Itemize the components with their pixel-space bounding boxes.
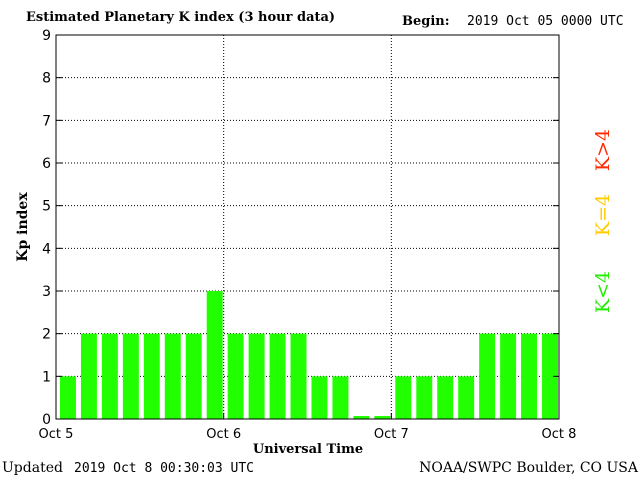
kp-bar [206, 291, 223, 419]
kp-bar [332, 376, 349, 419]
y-tick-label: 6 [42, 156, 51, 172]
y-tick-label: 1 [42, 369, 51, 385]
bar-series [60, 291, 558, 419]
plot-frame [55, 34, 560, 420]
kp-bar [311, 376, 328, 419]
chart-title: Estimated Planetary K index (3 hour data… [26, 10, 336, 25]
y-tick-label: 3 [42, 284, 51, 300]
kp-bar [521, 333, 538, 419]
legend-entry: K>4 [592, 129, 614, 171]
begin-label: Begin: [402, 14, 450, 29]
y-tick-label: 9 [42, 28, 51, 44]
kp-bar [290, 333, 307, 419]
updated-label: Updated [2, 460, 63, 476]
kp-bar [227, 333, 244, 419]
kp-bar [248, 333, 265, 419]
updated-timestamp: 2019 Oct 8 00:30:03 UTC [74, 461, 255, 476]
begin-value: 2019 Oct 05 0000 UTC [467, 14, 624, 29]
kp-bar [353, 416, 370, 419]
x-tick-label: Oct 8 [542, 427, 577, 442]
kp-bar [479, 333, 496, 419]
kp-bar [269, 333, 286, 419]
kp-bar [458, 376, 475, 419]
y-axis-ticks: 0 1 2 3 4 5 6 7 8 9 [42, 28, 559, 428]
y-tick-label: 2 [42, 327, 51, 343]
y-tick-label: 5 [42, 199, 51, 215]
grid-lines [56, 35, 559, 419]
kp-bar [164, 333, 181, 419]
x-axis-ticks: Oct 5 Oct 6 Oct 7 Oct 8 [39, 413, 577, 442]
legend: K>4 K=4 K<4 [592, 129, 614, 313]
kp-bar [500, 333, 517, 419]
kp-bar [416, 376, 433, 419]
kp-bar [80, 333, 97, 419]
x-axis-label: Universal Time [253, 442, 363, 457]
kp-bar [374, 416, 391, 419]
y-tick-label: 4 [42, 241, 51, 257]
legend-entry: K=4 [592, 194, 614, 236]
y-tick-label: 0 [42, 412, 51, 428]
x-tick-label: Oct 7 [374, 427, 409, 442]
y-tick-label: 8 [42, 71, 51, 87]
kp-bar [395, 376, 412, 419]
y-tick-label: 7 [42, 113, 51, 129]
kp-bar [122, 333, 139, 419]
kp-bar [60, 376, 76, 419]
x-tick-label: Oct 5 [39, 427, 74, 442]
kp-bar [437, 376, 454, 419]
kp-bar [542, 333, 558, 419]
y-axis-label: Kp index [15, 192, 31, 262]
legend-entry: K<4 [592, 271, 614, 313]
kp-bar [185, 333, 202, 419]
kp-bar [143, 333, 160, 419]
x-tick-label: Oct 6 [206, 427, 241, 442]
kp-bar [101, 333, 118, 419]
credit-text: NOAA/SWPC Boulder, CO USA [419, 460, 638, 476]
